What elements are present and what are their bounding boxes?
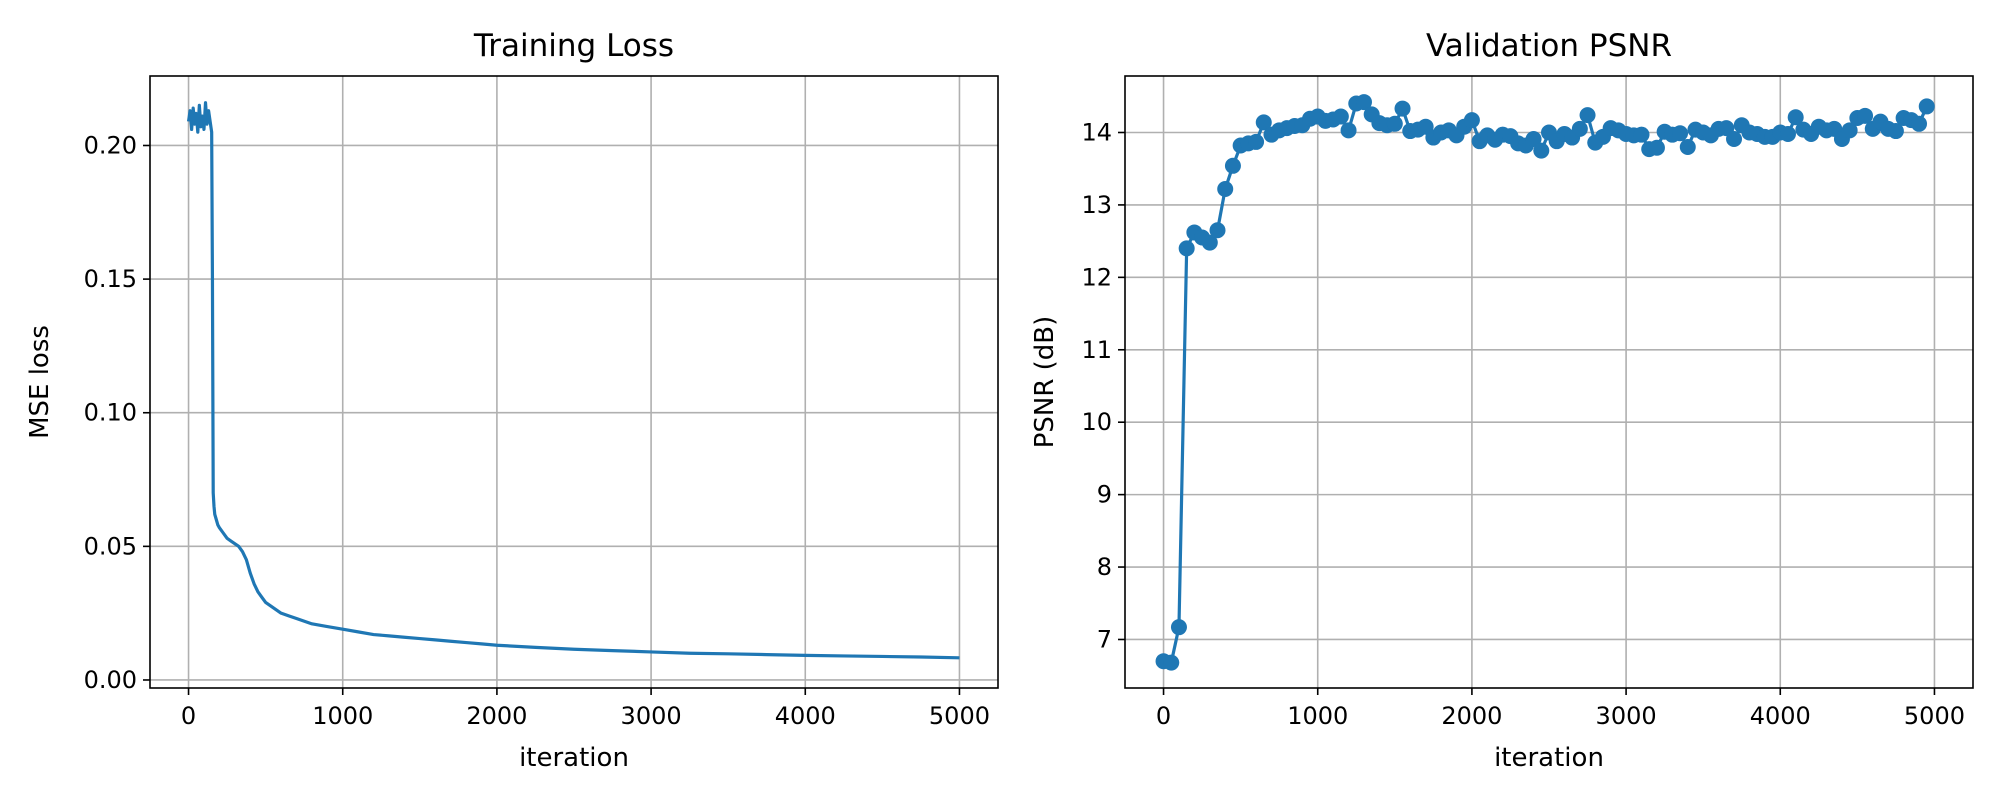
validation-psnr-data-point <box>1355 94 1372 111</box>
training-loss-x-tick-label: 4000 <box>775 702 836 730</box>
validation-psnr-x-axis-label: iteration <box>1494 743 1604 773</box>
validation-psnr-data-point <box>1170 619 1187 636</box>
validation-psnr-grid <box>1125 76 1973 688</box>
validation-psnr-data-point <box>1533 142 1550 159</box>
validation-psnr-x-tick-label: 3000 <box>1596 702 1657 730</box>
training-loss-y-tick-label: 0.00 <box>84 666 137 694</box>
validation-psnr-data-point <box>1918 98 1935 115</box>
validation-psnr-x-tick-label: 4000 <box>1750 702 1811 730</box>
validation-psnr-plot-frame <box>1124 75 1974 689</box>
validation-psnr-data-point <box>1217 180 1234 197</box>
validation-psnr-data-point <box>1648 139 1665 156</box>
validation-psnr-data-point <box>1911 115 1928 132</box>
validation-psnr-data-point <box>1857 107 1874 124</box>
training-loss-y-axis-label: MSE loss <box>25 325 55 439</box>
validation-psnr-data-point <box>1679 138 1696 155</box>
training-loss-x-tick-label: 0 <box>181 702 196 730</box>
training-loss-series-line <box>186 101 960 660</box>
validation-psnr-data-point <box>1633 126 1650 143</box>
validation-psnr-data-point <box>1726 131 1743 148</box>
validation-psnr-data-point <box>1887 123 1904 140</box>
training-loss-x-axis-label: iteration <box>519 743 629 773</box>
training-loss-x-tick-label: 5000 <box>929 702 990 730</box>
validation-psnr-y-tick-label: 11 <box>1081 336 1112 364</box>
training-loss-ticks: 0 1000 2000 3000 4000 5000 0.00 0.05 0.10 0.15 0.2… <box>84 131 990 730</box>
training-loss-grid <box>150 76 998 688</box>
training-loss-marks <box>186 101 960 660</box>
validation-psnr-data-point <box>1841 122 1858 139</box>
validation-psnr-data-point <box>1787 109 1804 126</box>
validation-psnr-data-point <box>1672 125 1689 142</box>
training-loss-x-tick-label: 1000 <box>312 702 373 730</box>
validation-psnr-series-line <box>1163 100 1929 665</box>
validation-psnr-y-tick-label: 14 <box>1081 118 1112 146</box>
validation-psnr-data-point <box>1248 133 1265 150</box>
validation-psnr-y-tick-label: 9 <box>1097 481 1112 509</box>
validation-psnr-data-point <box>1463 112 1480 129</box>
validation-psnr-data-point <box>1386 115 1403 132</box>
validation-psnr-data-point <box>1579 107 1596 124</box>
validation-psnr-y-tick-label: 12 <box>1081 263 1112 291</box>
validation-psnr-data-point <box>1340 122 1357 139</box>
validation-psnr-x-tick-label: 5000 <box>1904 702 1965 730</box>
validation-psnr-data-point <box>1394 100 1411 117</box>
validation-psnr-x-tick-label: 1000 <box>1287 702 1348 730</box>
training-loss-y-tick-label: 0.05 <box>84 532 137 560</box>
training-loss-title: Training Loss <box>473 28 674 64</box>
validation-psnr-data-point <box>1209 222 1226 239</box>
validation-psnr-ticks: 0 1000 2000 3000 4000 5000 7 8 9 10 11 12 13 14 <box>1081 118 1965 730</box>
validation-psnr-data-point <box>1201 234 1218 251</box>
validation-psnr-y-axis-label: PSNR (dB) <box>1030 316 1060 449</box>
validation-psnr-data-point <box>1178 240 1195 257</box>
validation-psnr-data-point <box>1163 654 1180 671</box>
training-loss-plot-frame <box>149 75 999 689</box>
training-loss-x-tick-label: 2000 <box>466 702 527 730</box>
validation-psnr-x-tick-label: 0 <box>1156 702 1171 730</box>
training-loss-x-tick-label: 3000 <box>621 702 682 730</box>
validation-psnr-data-point <box>1779 125 1796 142</box>
validation-psnr-y-tick-label: 8 <box>1097 553 1112 581</box>
training-loss-panel: 0 1000 2000 3000 4000 5000 0.00 0.05 0.10 0.15 0.2… <box>25 28 999 773</box>
validation-psnr-panel: 0 1000 2000 3000 4000 5000 7 8 9 10 11 12 13 14 Valid… <box>1030 28 1974 773</box>
training-loss-y-tick-label: 0.20 <box>84 131 137 159</box>
training-loss-y-tick-label: 0.10 <box>84 399 137 427</box>
validation-psnr-data-point <box>1224 157 1241 174</box>
validation-psnr-data-point <box>1332 108 1349 125</box>
validation-psnr-title: Validation PSNR <box>1426 28 1672 64</box>
validation-psnr-y-tick-label: 13 <box>1081 191 1112 219</box>
validation-psnr-y-tick-label: 7 <box>1097 625 1112 653</box>
validation-psnr-x-tick-label: 2000 <box>1441 702 1502 730</box>
validation-psnr-data-point <box>1255 114 1272 131</box>
validation-psnr-data-point <box>1571 120 1588 137</box>
validation-psnr-y-tick-label: 10 <box>1081 408 1112 436</box>
validation-psnr-marks <box>1155 94 1935 671</box>
training-loss-y-tick-label: 0.15 <box>84 265 137 293</box>
validation-psnr-data-point <box>1525 131 1542 148</box>
